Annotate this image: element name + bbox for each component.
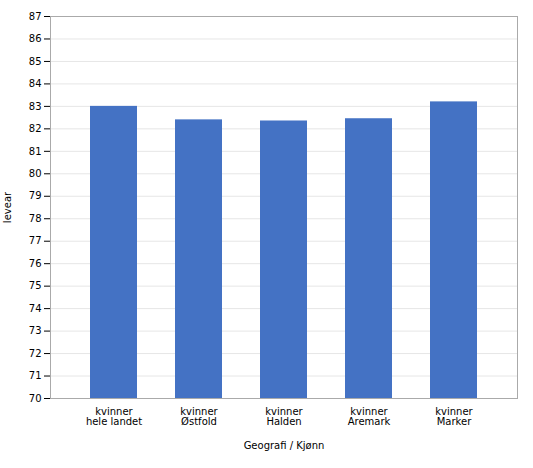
svg-text:76: 76 — [29, 258, 42, 269]
svg-text:kvinnerØstfold: kvinnerØstfold — [180, 406, 218, 427]
svg-text:kvinnerhele landet: kvinnerhele landet — [86, 406, 142, 427]
svg-text:82: 82 — [29, 123, 42, 134]
svg-text:80: 80 — [29, 168, 42, 179]
svg-text:83: 83 — [29, 101, 42, 112]
svg-text:81: 81 — [29, 146, 42, 157]
svg-text:71: 71 — [29, 370, 42, 381]
svg-text:levear: levear — [2, 191, 13, 223]
svg-text:79: 79 — [29, 190, 42, 201]
svg-text:kvinnerMarker: kvinnerMarker — [435, 406, 473, 427]
svg-text:87: 87 — [29, 11, 42, 22]
svg-text:kvinnerAremark: kvinnerAremark — [348, 406, 391, 427]
svg-text:72: 72 — [29, 348, 42, 359]
svg-text:73: 73 — [29, 325, 42, 336]
svg-text:85: 85 — [29, 56, 42, 67]
svg-text:86: 86 — [29, 33, 42, 44]
svg-text:84: 84 — [29, 78, 42, 89]
svg-text:Geografi / Kjønn: Geografi / Kjønn — [244, 440, 325, 451]
svg-text:70: 70 — [29, 393, 42, 404]
svg-text:75: 75 — [29, 280, 42, 291]
svg-text:74: 74 — [29, 303, 42, 314]
svg-text:78: 78 — [29, 213, 42, 224]
svg-text:kvinnerHalden: kvinnerHalden — [265, 406, 303, 427]
svg-text:77: 77 — [29, 235, 42, 246]
